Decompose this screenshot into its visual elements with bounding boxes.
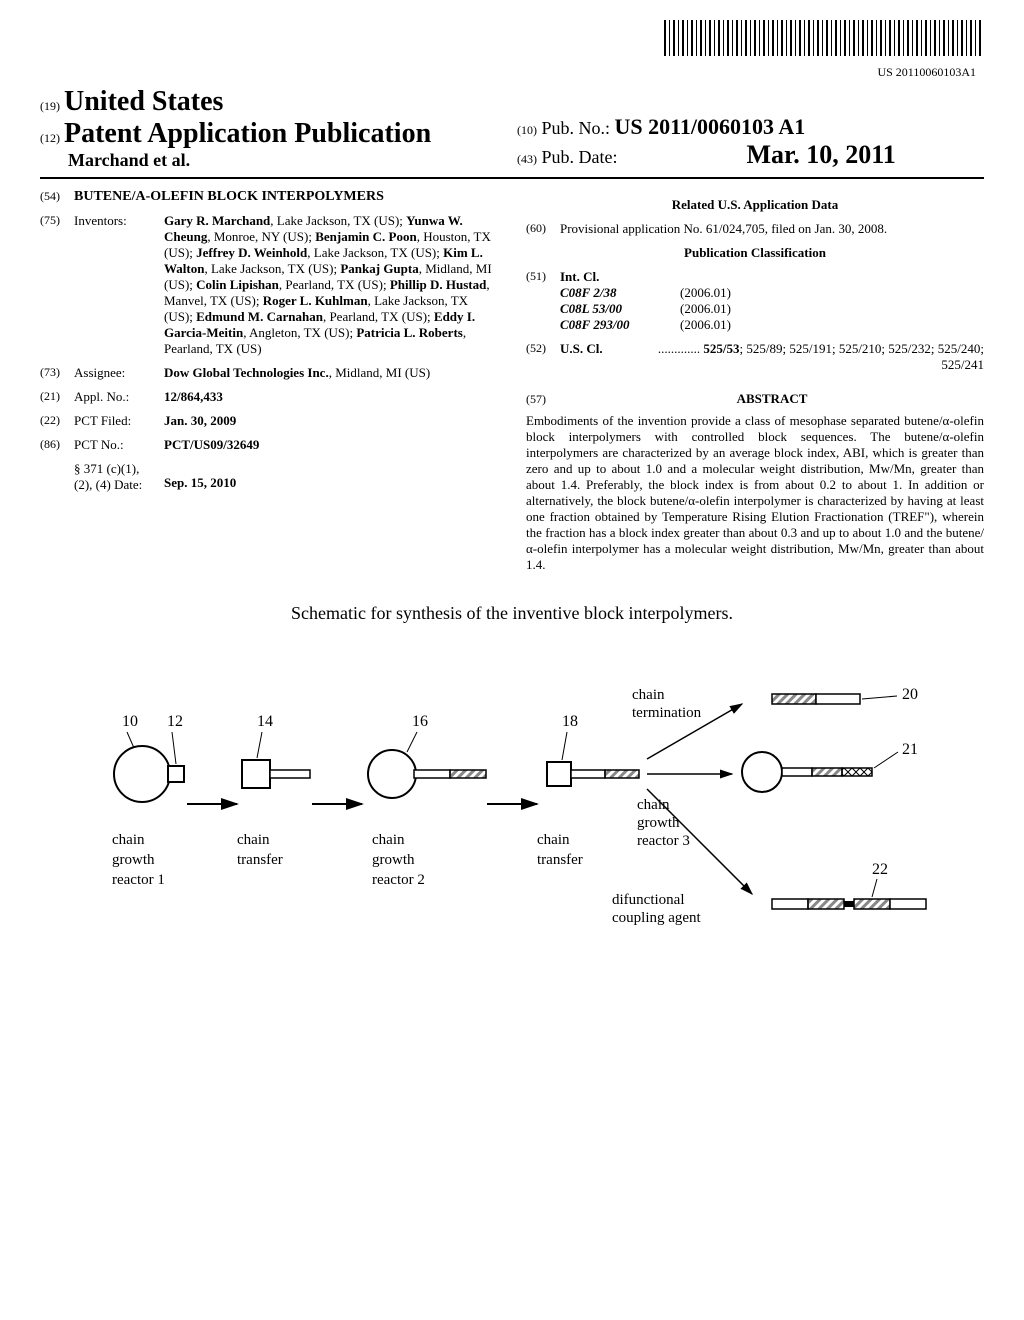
pubdate-label: Pub. Date: bbox=[542, 147, 618, 167]
label-12: 12 bbox=[167, 713, 183, 730]
label-chain-term: chaintermination bbox=[632, 687, 702, 721]
applno-code: (21) bbox=[40, 389, 74, 405]
country-code: (19) bbox=[40, 99, 60, 113]
barcode-pubnum: US 20110060103A1 bbox=[40, 65, 984, 80]
pctno-label: PCT No.: bbox=[74, 437, 164, 453]
barcode-row bbox=[40, 20, 984, 61]
label-14: 14 bbox=[257, 713, 273, 730]
pctno-code: (86) bbox=[40, 437, 74, 453]
uscl-label: U.S. Cl. bbox=[560, 341, 603, 356]
author-line: Marchand et al. bbox=[40, 150, 507, 171]
pub-type: Patent Application Publication bbox=[64, 118, 431, 149]
uscl-value: ............. 525/53; 525/89; 525/191; 5… bbox=[620, 341, 984, 373]
assignee-label: Assignee: bbox=[74, 365, 164, 381]
invention-title: BUTENE/Α-OLEFIN BLOCK INTERPOLYMERS bbox=[74, 189, 498, 205]
intcl-row: C08F 293/00(2006.01) bbox=[560, 317, 984, 333]
abstract-code: (57) bbox=[526, 392, 560, 407]
label-ct2: chaintransfer bbox=[537, 832, 583, 868]
schematic-diagram: 10 12 chaingrowthreactor 1 14 chaintrans… bbox=[72, 644, 952, 964]
header: (19) United States (12) Patent Applicati… bbox=[40, 86, 984, 179]
pubno-label: Pub. No.: bbox=[542, 118, 611, 138]
abstract-text: Embodiments of the invention provide a c… bbox=[526, 413, 984, 573]
label-18: 18 bbox=[562, 713, 578, 730]
label-ct1: chaintransfer bbox=[237, 832, 283, 868]
related-title: Related U.S. Application Data bbox=[526, 197, 984, 213]
assignee-value: Dow Global Technologies Inc., Midland, M… bbox=[164, 365, 498, 381]
label-22: 22 bbox=[872, 861, 888, 878]
applno-value: 12/864,433 bbox=[164, 389, 223, 404]
intcl-row: C08F 2/38(2006.01) bbox=[560, 285, 984, 301]
assignee-code: (73) bbox=[40, 365, 74, 381]
label-16: 16 bbox=[412, 713, 428, 730]
pubtype-code: (12) bbox=[40, 131, 60, 145]
label-21: 21 bbox=[902, 741, 918, 758]
prov-text: Provisional application No. 61/024,705, … bbox=[560, 221, 984, 237]
uscl-code: (52) bbox=[526, 341, 560, 373]
pubno-value: US 2011/0060103 A1 bbox=[615, 114, 806, 139]
pubdate-code: (43) bbox=[517, 152, 537, 166]
barcode bbox=[664, 20, 984, 56]
prov-code: (60) bbox=[526, 221, 560, 237]
label-cgr2: chaingrowthreactor 2 bbox=[372, 832, 425, 888]
schematic-caption: Schematic for synthesis of the inventive… bbox=[40, 603, 984, 624]
pctfiled-label: PCT Filed: bbox=[74, 413, 164, 429]
pctfiled-value: Jan. 30, 2009 bbox=[164, 413, 236, 428]
pctno-value: PCT/US09/32649 bbox=[164, 437, 259, 452]
intcl-code: (51) bbox=[526, 269, 560, 333]
intcl-label: Int. Cl. bbox=[560, 269, 599, 284]
title-code: (54) bbox=[40, 189, 74, 205]
intcl-row: C08L 53/00(2006.01) bbox=[560, 301, 984, 317]
pubno-code: (10) bbox=[517, 123, 537, 137]
applno-label: Appl. No.: bbox=[74, 389, 164, 405]
right-column: Related U.S. Application Data (60) Provi… bbox=[526, 189, 984, 573]
abstract-title: ABSTRACT bbox=[560, 391, 984, 407]
pubdate-value: Mar. 10, 2011 bbox=[747, 140, 896, 169]
inventors-value: Gary R. Marchand, Lake Jackson, TX (US);… bbox=[164, 213, 498, 357]
pctfiled-code: (22) bbox=[40, 413, 74, 429]
pubclass-title: Publication Classification bbox=[526, 245, 984, 261]
left-column: (54) BUTENE/Α-OLEFIN BLOCK INTERPOLYMERS… bbox=[40, 189, 498, 573]
label-10: 10 bbox=[122, 713, 138, 730]
inventors-code: (75) bbox=[40, 213, 74, 357]
inventors-label: Inventors: bbox=[74, 213, 164, 357]
body-columns: (54) BUTENE/Α-OLEFIN BLOCK INTERPOLYMERS… bbox=[40, 189, 984, 573]
sect371-label: § 371 (c)(1), (2), (4) Date: bbox=[74, 461, 164, 493]
sect371-value: Sep. 15, 2010 bbox=[164, 475, 236, 490]
label-difunc: difunctionalcoupling agent bbox=[612, 892, 702, 926]
label-cgr1: chaingrowthreactor 1 bbox=[112, 832, 165, 888]
label-20: 20 bbox=[902, 686, 918, 703]
country: United States bbox=[64, 86, 223, 117]
